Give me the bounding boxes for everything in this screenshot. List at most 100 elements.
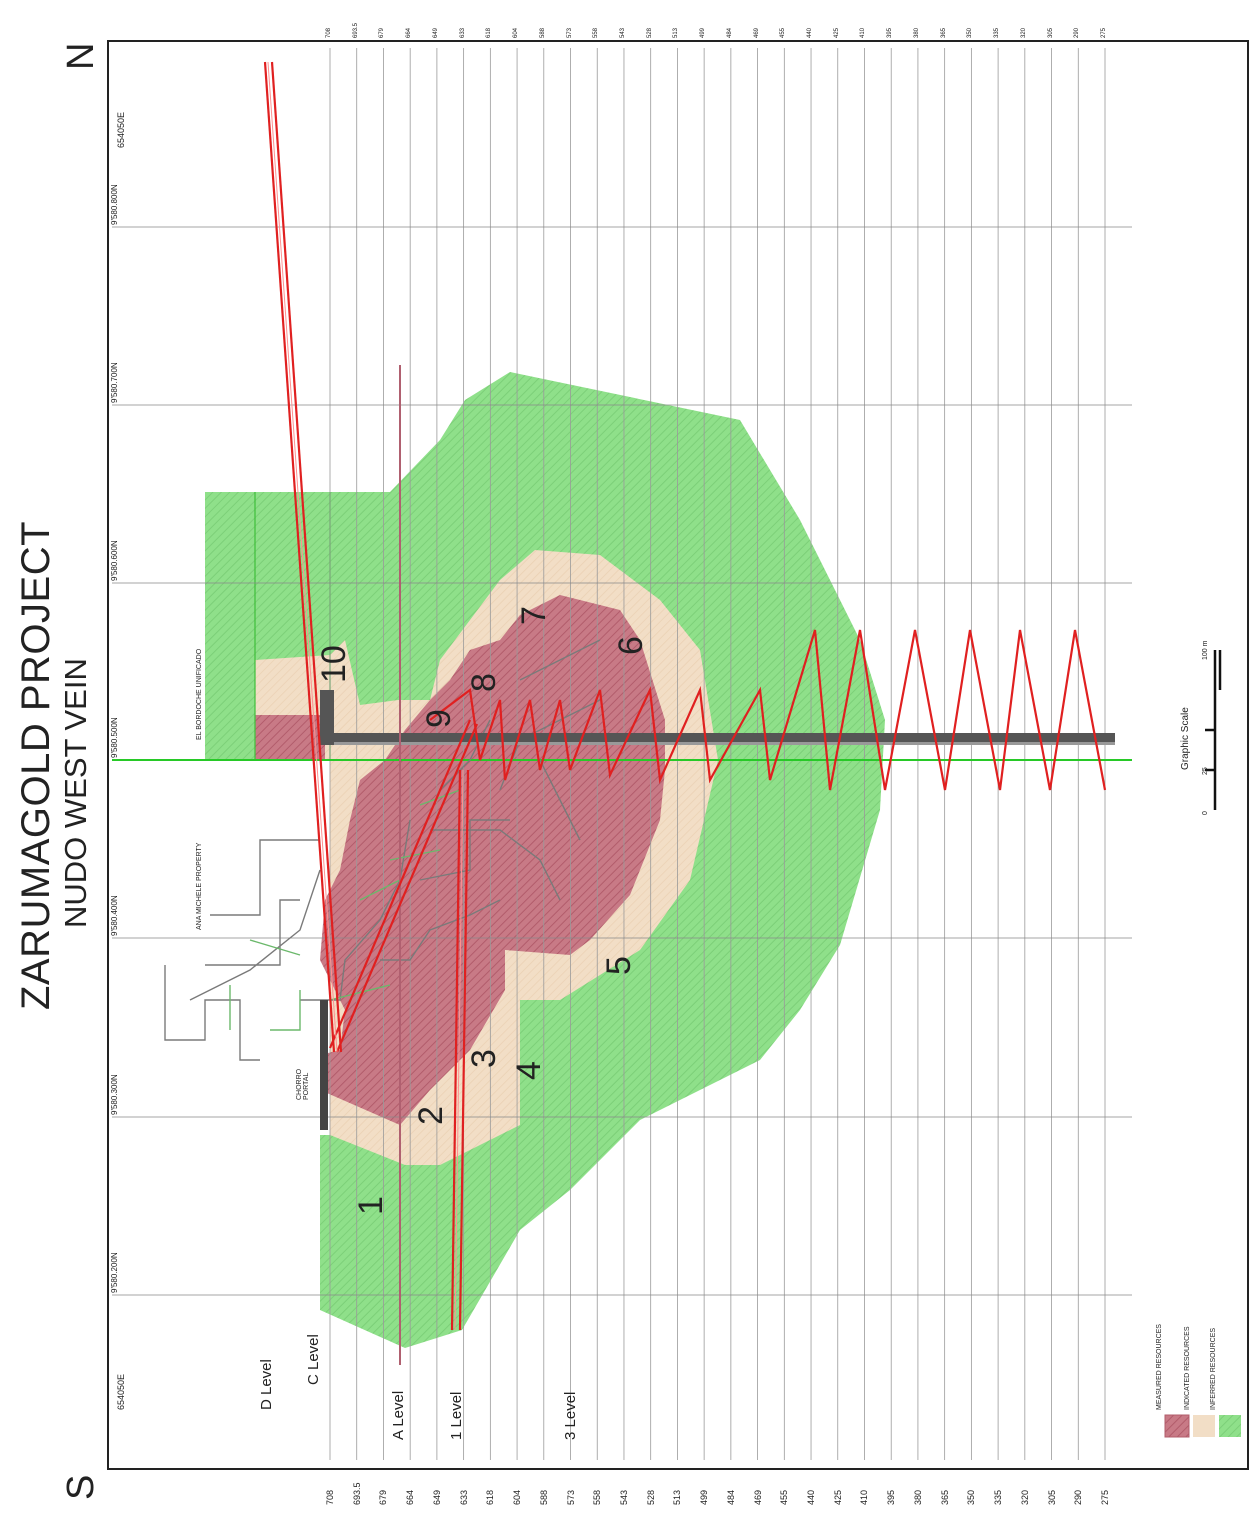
scale-zero-label: 0 <box>1202 811 1209 815</box>
elevation-label: 543 <box>618 1489 629 1505</box>
elevation-label: 679 <box>378 1489 389 1505</box>
underground-workings <box>164 639 601 1061</box>
elevation-label-top: 365 <box>940 27 947 38</box>
block-number: 7 <box>515 606 553 625</box>
elevation-label-top: 588 <box>539 27 546 38</box>
property-label-bordoche: EL BORDOCHE UNIFICADO <box>196 648 203 740</box>
block-number: 3 <box>465 1049 503 1068</box>
elevation-label-top: 679 <box>379 27 386 38</box>
northing-label: 9'580.800N <box>110 184 119 225</box>
elevation-label: 320 <box>1019 1489 1030 1505</box>
legend-measured-label: MEASURED RESOURCES <box>1156 1324 1163 1410</box>
legend-indicated-swatch <box>1193 1415 1215 1437</box>
elevation-label: 410 <box>859 1489 870 1505</box>
elevation-label-top: 604 <box>513 27 520 38</box>
compass-south-label: S <box>60 1474 102 1500</box>
legend-inferred-label: INFERRED RESOURCES <box>1210 1327 1217 1410</box>
elevation-label-top: 320 <box>1020 27 1027 38</box>
northing-label: 9'580.600N <box>110 540 119 581</box>
map-frame <box>107 40 1249 1470</box>
graphic-scale-bar <box>1205 650 1222 810</box>
elevation-label-top: 664 <box>406 27 413 38</box>
elevation-label-top: 275 <box>1101 27 1107 38</box>
elevation-label: 649 <box>431 1489 442 1505</box>
elevation-label-top: 335 <box>994 27 1001 38</box>
northing-label: 9'580.700N <box>110 362 119 403</box>
block-number: 2 <box>412 1106 450 1125</box>
block-number: 9 <box>420 709 458 728</box>
elevation-label: 528 <box>645 1489 656 1505</box>
elevation-label-top: 543 <box>619 27 626 38</box>
shaft <box>320 733 1115 742</box>
diagram-subtitle: NUDO WEST VEIN <box>58 658 93 928</box>
elevation-label: 275 <box>1100 1489 1110 1505</box>
elevation-label-top: 484 <box>726 27 733 38</box>
elevation-label-top: 708 <box>326 27 332 38</box>
elevation-label-top: 693.5 <box>352 22 359 38</box>
elevation-label-top: 513 <box>673 27 680 38</box>
diagram-title: ZARUMAGOLD PROJECT <box>14 520 58 1010</box>
elevation-label: 440 <box>806 1489 817 1505</box>
elevation-label-top: 573 <box>566 27 573 38</box>
portal-label: CHORRO PORTAL <box>296 1068 310 1100</box>
elevation-label: 693.5 <box>351 1482 362 1505</box>
elevation-label-top: 440 <box>807 27 814 38</box>
elevation-label-top: 425 <box>833 27 840 38</box>
compass-north-label: N <box>60 42 102 70</box>
elevation-label: 618 <box>485 1489 496 1505</box>
elevation-label: 633 <box>458 1489 469 1505</box>
block-number: 6 <box>612 636 650 655</box>
elevation-label-top: 618 <box>486 27 493 38</box>
elevation-label: 425 <box>832 1489 843 1505</box>
elevation-label: 573 <box>565 1489 576 1505</box>
northing-label: 9'580.400N <box>110 895 119 936</box>
elevation-label-top: 290 <box>1074 27 1081 38</box>
block-number: 8 <box>465 673 503 692</box>
level-label-1: 1 Level <box>448 1391 465 1440</box>
property-label-ana: ANA MICHELE PROPERTY <box>196 842 203 930</box>
elevation-label: 455 <box>779 1489 790 1505</box>
scale-title: Graphic Scale <box>1180 707 1191 770</box>
elevation-label-top: 499 <box>700 27 707 38</box>
elevation-label: 469 <box>752 1489 763 1505</box>
elevation-label: 335 <box>993 1489 1004 1505</box>
elevation-label-top: 395 <box>887 27 894 38</box>
easting-label-north: 654050E <box>116 111 126 148</box>
level-label-d: D Level <box>258 1359 275 1410</box>
easting-label-south: 654050E <box>116 1373 126 1410</box>
elevation-label-top: 649 <box>432 27 439 38</box>
elevation-label: 513 <box>672 1489 683 1505</box>
elevation-label-top: 558 <box>593 27 600 38</box>
northing-label: 9'580.300N <box>110 1074 119 1115</box>
elevation-label-top: 305 <box>1047 27 1054 38</box>
elevation-label: 380 <box>912 1489 923 1505</box>
block-number: 4 <box>510 1061 548 1080</box>
legend-indicated-label: INDICATED RESOURCES <box>1184 1326 1191 1411</box>
elevation-label: 664 <box>405 1489 416 1505</box>
elevation-label: 499 <box>699 1489 710 1505</box>
elevation-label-top: 350 <box>967 27 974 38</box>
elevation-label: 588 <box>538 1489 549 1505</box>
elevation-label-top: 410 <box>860 27 867 38</box>
elevation-label: 365 <box>939 1489 950 1505</box>
elevation-label: 558 <box>592 1489 603 1505</box>
scale-end-label: 100 m <box>1202 640 1209 660</box>
elevation-label-top: 633 <box>459 27 466 38</box>
legend-inferred-swatch <box>1219 1415 1241 1437</box>
elevation-label-top: 469 <box>753 27 760 38</box>
elevation-label: 350 <box>966 1489 977 1505</box>
northing-label: 9'580.500N <box>110 717 119 758</box>
elevation-label-top: 455 <box>780 27 787 38</box>
northing-grid <box>112 226 1132 1296</box>
access-ramps <box>263 61 1107 1331</box>
elevation-grid <box>329 48 1106 1460</box>
block-number: 5 <box>600 956 638 975</box>
legend-measured-swatch <box>1164 1414 1190 1438</box>
elevation-label: 305 <box>1046 1489 1057 1505</box>
surface-bar <box>320 690 334 745</box>
level-label-3: 3 Level <box>562 1391 579 1440</box>
block-number: 10 <box>315 645 353 683</box>
scale-mid-label: 25 <box>1202 767 1209 775</box>
elevation-label: 395 <box>886 1489 897 1505</box>
